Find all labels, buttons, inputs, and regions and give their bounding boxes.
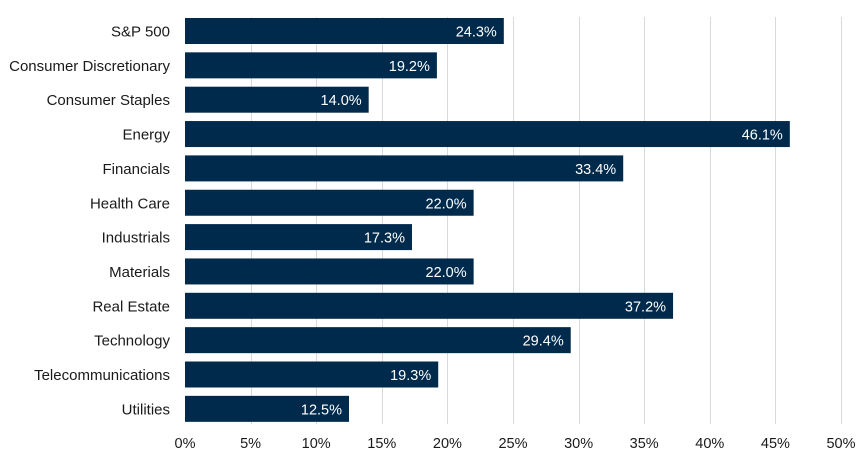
- category-label: Utilities: [122, 401, 170, 418]
- bars: 24.3% 19.2% 14.0% 46.1% 33.4% 22.0% 17.3% 22.0%…: [185, 18, 790, 422]
- bar: [185, 52, 437, 79]
- data-label: 14.0%: [321, 93, 362, 109]
- gridlines: [251, 17, 842, 424]
- category-label: Consumer Staples: [47, 92, 170, 109]
- data-label: 22.0%: [426, 265, 467, 281]
- data-label: 37.2%: [625, 299, 666, 315]
- x-axis-tick-labels: 0% 5% 10% 15% 20% 25% 30% 35% 40% 45% 50%: [175, 436, 856, 452]
- x-tick-label: 30%: [564, 436, 593, 452]
- bar: [185, 86, 369, 113]
- bar: [185, 395, 349, 422]
- x-tick-label: 50%: [826, 436, 855, 452]
- category-label: Materials: [109, 264, 170, 281]
- x-tick-label: 35%: [630, 436, 659, 452]
- category-label: Industrials: [102, 230, 170, 247]
- category-label: Consumer Discretionary: [9, 58, 170, 75]
- category-label: Technology: [94, 333, 170, 350]
- x-tick-label: 15%: [367, 436, 396, 452]
- data-label: 46.1%: [742, 128, 783, 144]
- category-label: Energy: [122, 127, 170, 144]
- bar: [185, 189, 474, 216]
- data-label: 12.5%: [301, 402, 342, 418]
- x-tick-label: 5%: [240, 436, 261, 452]
- bar: [185, 121, 790, 148]
- data-label: 19.3%: [390, 368, 431, 384]
- x-tick-label: 0%: [175, 436, 196, 452]
- category-label: S&P 500: [111, 24, 170, 41]
- x-tick-label: 25%: [498, 436, 527, 452]
- data-label: 33.4%: [575, 162, 616, 178]
- bar: [185, 155, 624, 182]
- data-label: 29.4%: [523, 334, 564, 350]
- bar: [185, 224, 412, 251]
- bar: [185, 361, 439, 388]
- data-label: 17.3%: [364, 231, 405, 247]
- x-tick-label: 45%: [761, 436, 790, 452]
- category-label: Real Estate: [92, 298, 170, 315]
- x-tick-label: 10%: [302, 436, 331, 452]
- x-tick-label: 20%: [433, 436, 462, 452]
- category-label: Telecommunications: [34, 367, 170, 384]
- x-tick-label: 40%: [695, 436, 724, 452]
- category-labels: S&P 500 Consumer Discretionary Consumer St…: [9, 24, 170, 419]
- category-label: Financials: [102, 161, 170, 178]
- data-label: 24.3%: [456, 25, 497, 41]
- data-label: 19.2%: [389, 59, 430, 75]
- bar: [185, 258, 474, 285]
- bar: [185, 327, 571, 354]
- data-label: 22.0%: [426, 196, 467, 212]
- bar: [185, 292, 674, 319]
- bar: [185, 18, 504, 44]
- category-label: Health Care: [90, 195, 170, 212]
